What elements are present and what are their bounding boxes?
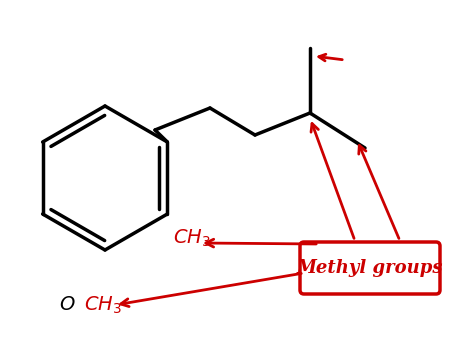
Text: $\mathit{CH_3}$: $\mathit{CH_3}$ <box>84 294 122 316</box>
Text: Methyl groups: Methyl groups <box>297 259 443 277</box>
Text: $\mathit{O}$: $\mathit{O}$ <box>59 296 75 314</box>
FancyBboxPatch shape <box>300 242 440 294</box>
Text: $\mathit{CH_3}$: $\mathit{CH_3}$ <box>173 227 211 249</box>
